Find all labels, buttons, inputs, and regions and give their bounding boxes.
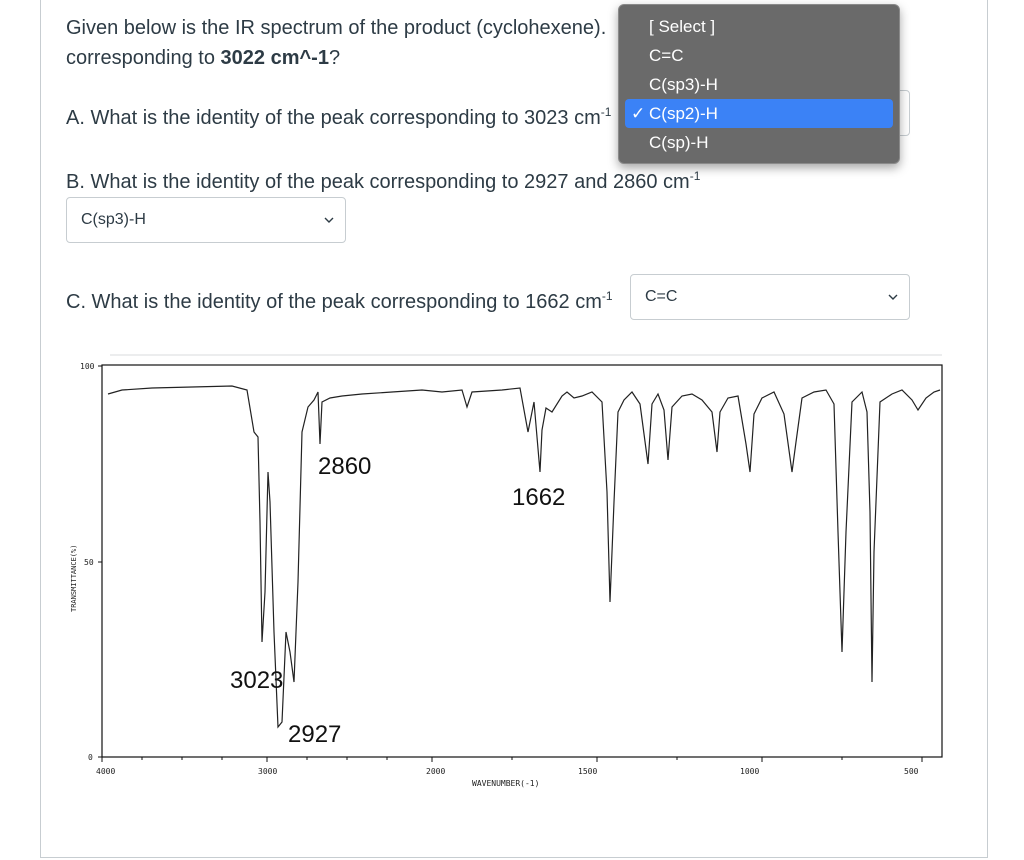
part-c-sup: -1 [601,289,613,303]
x-tick-4000: 4000 [96,767,115,776]
x-axis-label: WAVENUMBER(-1) [472,779,539,788]
chevron-down-icon [888,294,898,300]
spectrum-trace [107,385,941,729]
x-tick-2000: 2000 [426,767,445,776]
peak-label-2860: 2860 [318,453,371,480]
question-intro-line2: corresponding to 3022 cm^-1? [66,46,340,70]
option-csp2-h[interactable]: ✓ C(sp2)-H [625,99,893,128]
part-a-question: A. What is the identity of the peak corr… [66,106,611,130]
option-label: C=C [649,46,684,65]
part-b-question: B. What is the identity of the peak corr… [66,170,700,194]
ir-spectrum-image: 100 50 0 TRANSMITTANCE(%) 4000 3000 2000… [70,354,943,788]
option-c-double-c[interactable]: C=C [625,41,893,70]
x-tick-3000: 3000 [258,767,277,776]
part-c-text: C. What is the identity of the peak corr… [66,291,602,313]
intro-bold-value: 3022 cm^-1 [220,47,329,69]
x-tick-500: 500 [904,767,919,776]
option-label: C(sp2)-H [649,104,718,123]
x-tick-1500: 1500 [578,767,597,776]
option-csp-h[interactable]: C(sp)-H [625,128,893,157]
quiz-card [40,0,988,858]
option-csp3-h[interactable]: C(sp3)-H [625,70,893,99]
part-b-selected-value: C(sp3)-H [81,211,146,228]
intro-prefix: corresponding to [66,47,221,69]
part-c-select[interactable]: C=C [630,274,910,320]
part-c-selected-value: C=C [645,288,678,305]
peak-label-2927: 2927 [288,721,341,748]
y-tick-50: 50 [84,558,94,567]
chevron-down-icon [324,217,334,223]
peak-label-3023: 3023 [230,667,283,694]
y-tick-100: 100 [80,362,95,371]
option-label: C(sp3)-H [649,75,718,94]
peak-label-1662: 1662 [512,484,565,511]
part-a-text: A. What is the identity of the peak corr… [66,107,601,129]
y-tick-0: 0 [88,753,93,762]
question-intro-line1: Given below is the IR spectrum of the pr… [66,17,607,39]
part-b-sup: -1 [689,169,701,183]
y-axis-label: TRANSMITTANCE(%) [70,545,78,612]
intro-suffix: ? [328,47,341,69]
option-select-placeholder[interactable]: [ Select ] [625,12,893,41]
option-label: [ Select ] [649,17,716,36]
part-c-question: C. What is the identity of the peak corr… [66,290,613,314]
part-b-text: B. What is the identity of the peak corr… [66,171,690,193]
part-a-sup: -1 [600,105,612,119]
x-tick-1000: 1000 [740,767,759,776]
part-a-dropdown-list[interactable]: [ Select ] C=C C(sp3)-H ✓ C(sp2)-H C(sp)-… [618,4,900,164]
option-label: C(sp)-H [649,133,709,152]
checkmark-icon: ✓ [631,104,646,123]
part-b-select[interactable]: C(sp3)-H [66,197,346,243]
